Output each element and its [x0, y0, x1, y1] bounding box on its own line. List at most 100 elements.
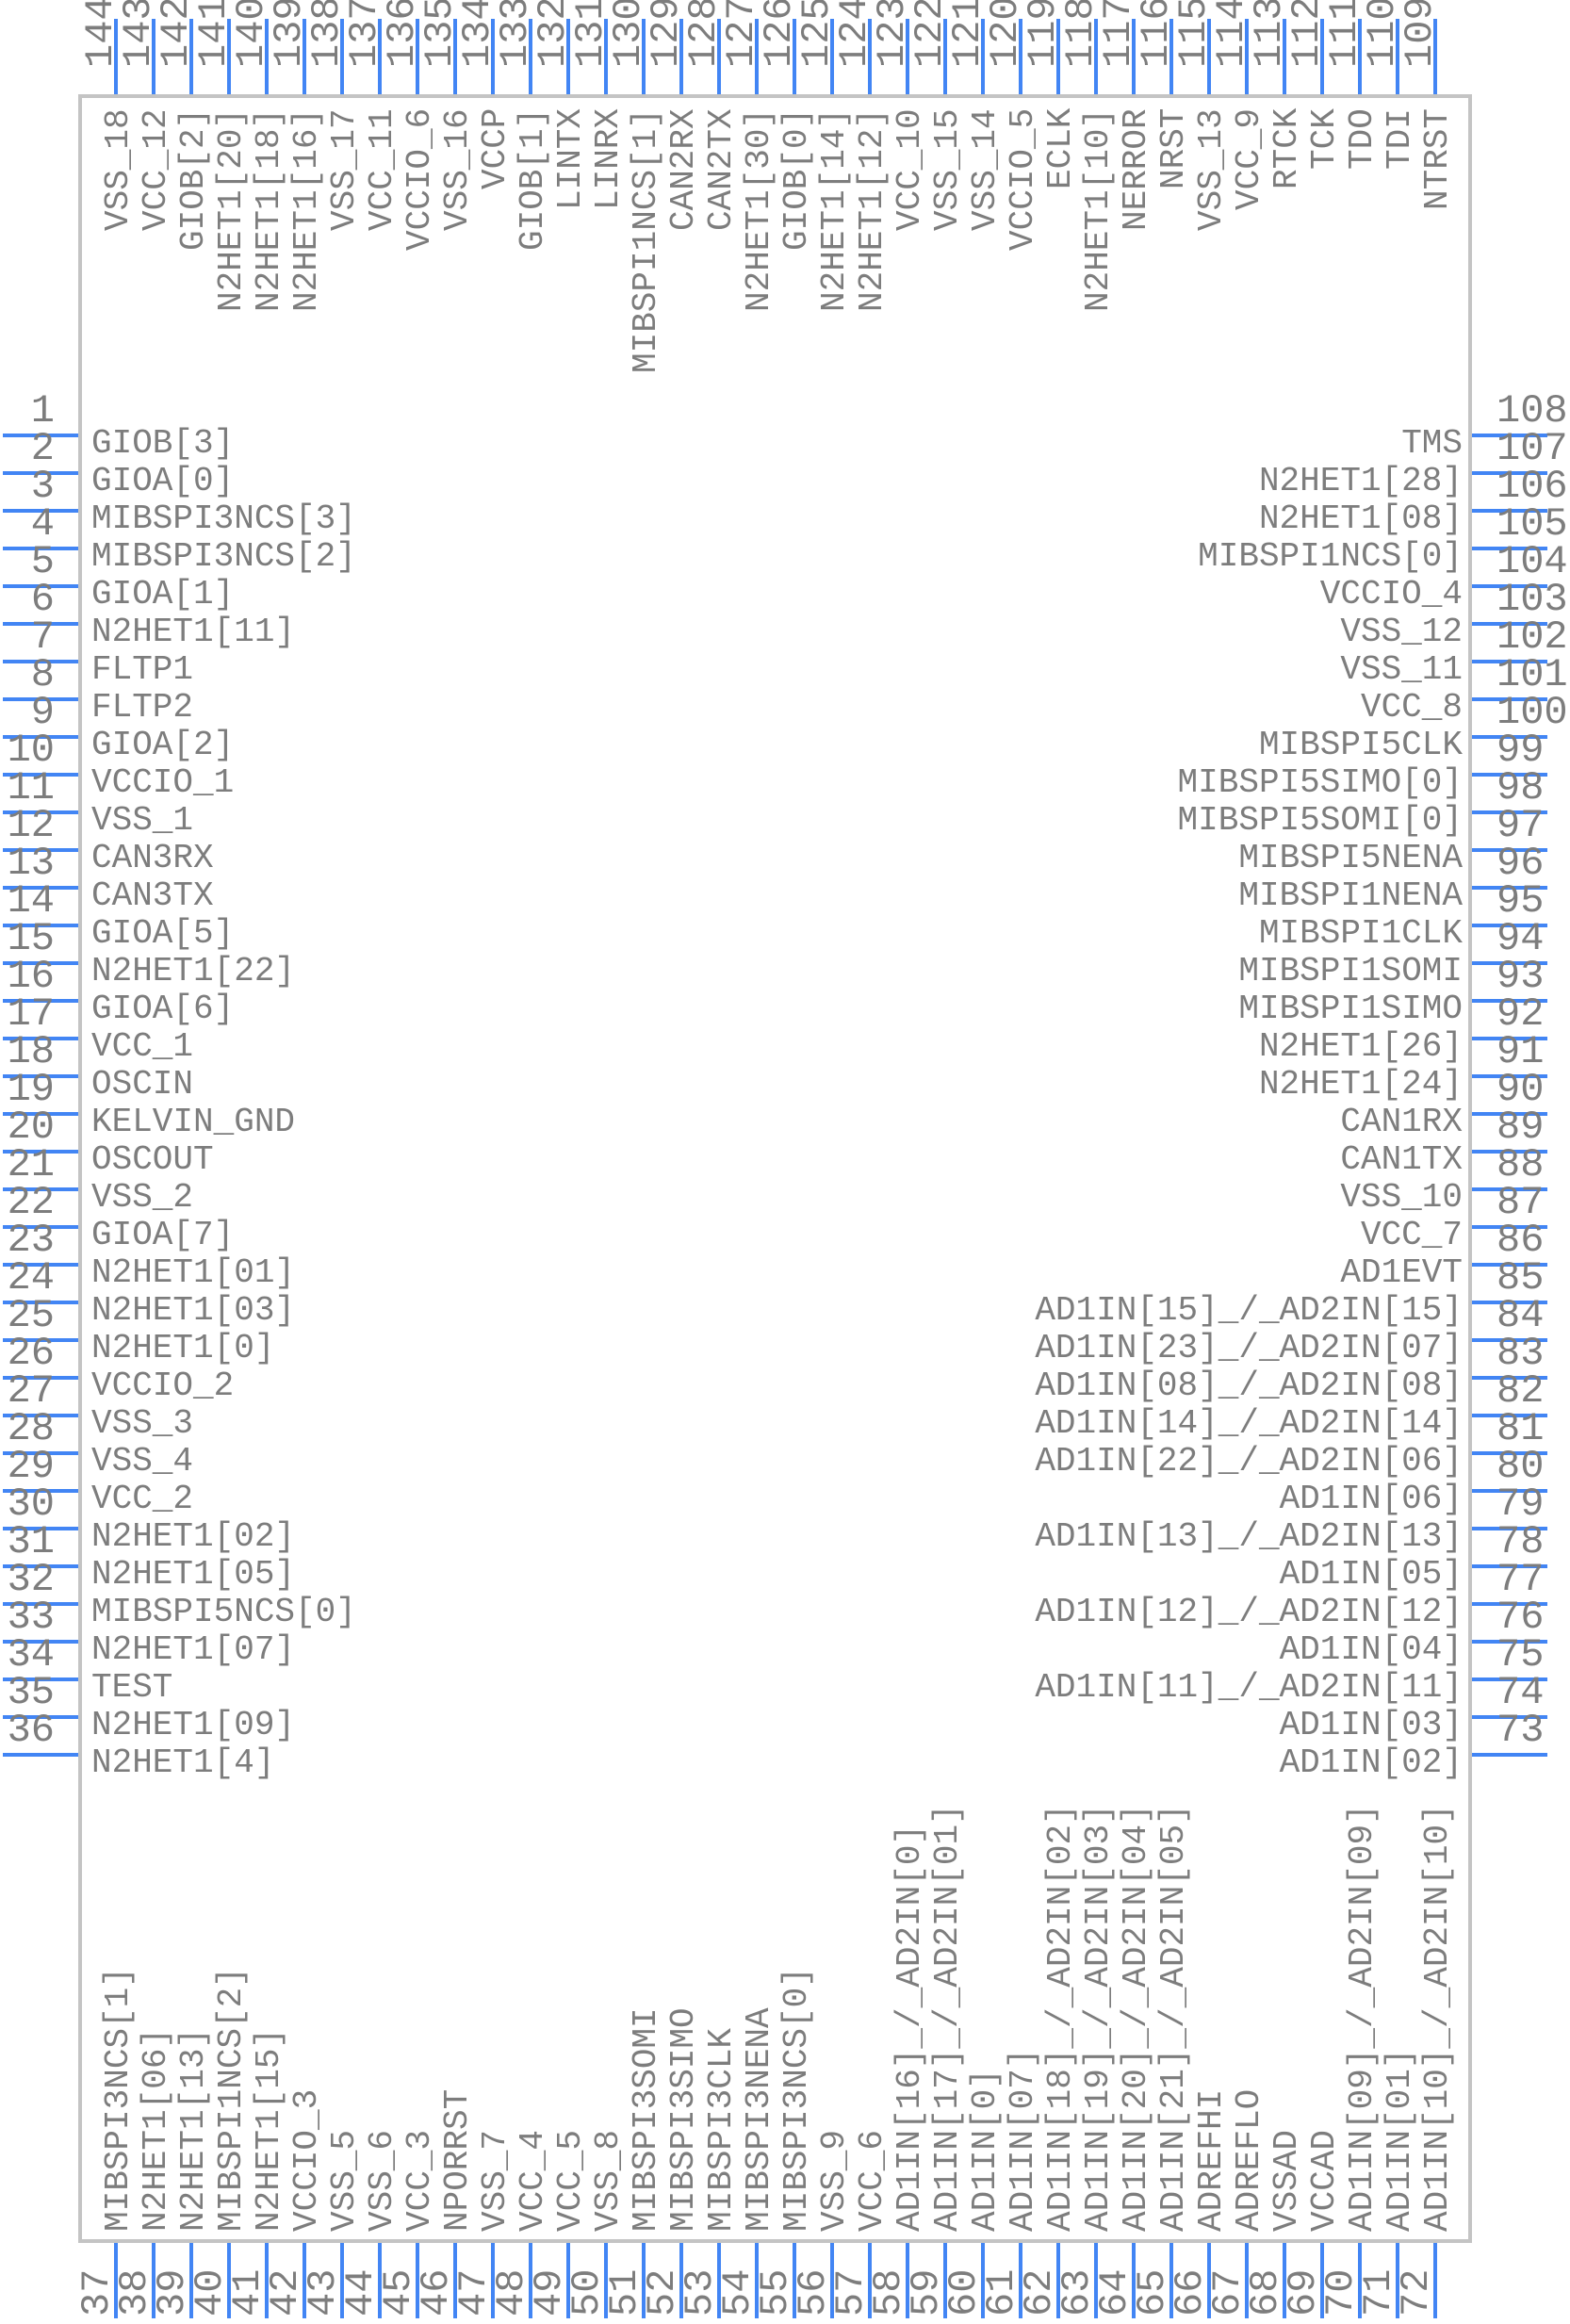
pin-19-line — [3, 1112, 78, 1116]
pin-107-label: N2HET1[28] — [1258, 462, 1463, 500]
pin-1-number: 1 — [30, 388, 55, 434]
pin-78-label: AD1IN[05] — [1279, 1555, 1463, 1594]
pin-4-label: MIBSPI3NCS[2] — [91, 537, 356, 576]
pin-44-number: 44 — [338, 2268, 384, 2316]
pin-86-line — [1472, 1263, 1547, 1267]
pin-61-label: AD1IN[07] — [1004, 2048, 1042, 2232]
pin-66-number: 66 — [1168, 2268, 1213, 2316]
pin-39-line — [189, 2243, 193, 2318]
pin-61-number: 61 — [979, 2268, 1024, 2316]
pin-59-line — [943, 2243, 947, 2318]
pin-84-number: 84 — [1496, 1293, 1545, 1338]
pin-100-label: MIBSPI5CLK — [1258, 726, 1463, 764]
pin-79-label: AD1IN[13]_/_AD2IN[13] — [1035, 1517, 1463, 1556]
pin-31-number: 31 — [7, 1519, 55, 1564]
pin-127-label: N2HET1[30] — [740, 107, 778, 312]
pin-119-number: 119 — [1021, 0, 1066, 68]
pin-9-number: 9 — [30, 690, 55, 735]
pin-142-line — [189, 19, 193, 94]
pin-115-number: 115 — [1171, 0, 1217, 68]
pin-3-label: MIBSPI3NCS[3] — [91, 499, 356, 538]
pin-9-line — [3, 735, 78, 739]
pin-130-line — [642, 19, 646, 94]
pin-85-line — [1472, 1301, 1547, 1304]
pin-21-line — [3, 1187, 78, 1191]
pin-139-number: 139 — [267, 0, 312, 68]
pin-64-line — [1132, 2243, 1136, 2318]
pin-56-label: VSS_9 — [815, 2129, 854, 2232]
pin-60-number: 60 — [941, 2268, 987, 2316]
pin-59-number: 59 — [904, 2268, 949, 2316]
pin-7-line — [3, 660, 78, 663]
pin-110-line — [1396, 19, 1399, 94]
pin-20-line — [3, 1150, 78, 1154]
pin-58-number: 58 — [866, 2268, 911, 2316]
pin-135-line — [453, 19, 457, 94]
pin-52-line — [679, 2243, 683, 2318]
pin-129-line — [679, 19, 683, 94]
pin-40-number: 40 — [188, 2268, 233, 2316]
pin-113-line — [1283, 19, 1286, 94]
pin-30-line — [3, 1527, 78, 1530]
pin-47-label: VSS_7 — [476, 2129, 515, 2232]
pin-87-number: 87 — [1496, 1180, 1545, 1225]
pin-12-label: CAN3RX — [91, 839, 214, 877]
pin-11-label: VSS_1 — [91, 801, 194, 840]
pin-50-label: VSS_8 — [589, 2129, 628, 2232]
pin-117-label: NERROR — [1117, 108, 1155, 231]
pin-78-number: 78 — [1496, 1519, 1545, 1564]
pin-63-label: AD1IN[19]_/_AD2IN[03] — [1079, 1804, 1118, 2232]
pin-1-line — [3, 434, 78, 437]
pin-120-number: 120 — [983, 0, 1028, 68]
pin-92-line — [1472, 1037, 1547, 1040]
pin-121-line — [981, 19, 985, 94]
pin-73-number: 73 — [1496, 1708, 1545, 1753]
pin-41-number: 41 — [225, 2268, 270, 2316]
pin-98-line — [1472, 810, 1547, 814]
pin-19-label: KELVIN_GND — [91, 1103, 296, 1141]
pin-33-number: 33 — [7, 1595, 55, 1640]
pin-74-number: 74 — [1496, 1670, 1545, 1715]
pin-65-line — [1169, 2243, 1173, 2318]
pin-77-line — [1472, 1602, 1547, 1606]
pin-131-line — [604, 19, 608, 94]
pin-65-number: 65 — [1130, 2268, 1175, 2316]
pin-47-number: 47 — [451, 2268, 497, 2316]
pin-24-number: 24 — [7, 1255, 55, 1301]
pin-105-line — [1472, 547, 1547, 550]
pin-139-line — [303, 19, 306, 94]
pin-141-number: 141 — [191, 0, 237, 68]
pin-98-number: 98 — [1496, 765, 1545, 810]
pin-135-number: 135 — [417, 0, 463, 68]
pin-41-label: N2HET1[15] — [250, 2027, 288, 2232]
pin-3-line — [3, 509, 78, 513]
pin-119-line — [1056, 19, 1060, 94]
pin-84-label: AD1IN[23]_/_AD2IN[07] — [1035, 1329, 1463, 1367]
pin-102-number: 102 — [1496, 614, 1568, 660]
pin-16-label: GIOA[6] — [91, 990, 235, 1028]
pin-42-line — [303, 2243, 306, 2318]
pin-89-label: CAN1TX — [1340, 1140, 1463, 1179]
pin-75-number: 75 — [1496, 1632, 1545, 1678]
pin-122-line — [943, 19, 947, 94]
pin-2-line — [3, 471, 78, 475]
pin-68-number: 68 — [1243, 2268, 1288, 2316]
pin-143-line — [152, 19, 155, 94]
pin-61-line — [1019, 2243, 1022, 2318]
pin-140-number: 140 — [229, 0, 274, 68]
pin-95-number: 95 — [1496, 878, 1545, 924]
pin-27-label: VSS_3 — [91, 1404, 194, 1443]
pin-91-line — [1472, 1074, 1547, 1078]
pin-82-number: 82 — [1496, 1368, 1545, 1414]
pin-34-number: 34 — [7, 1632, 55, 1678]
pin-67-number: 67 — [1205, 2268, 1251, 2316]
pin-21-number: 21 — [7, 1142, 55, 1187]
pin-100-line — [1472, 735, 1547, 739]
pin-124-number: 124 — [832, 0, 877, 68]
pin-12-line — [3, 848, 78, 852]
pin-99-line — [1472, 773, 1547, 777]
pin-46-number: 46 — [414, 2268, 459, 2316]
pin-104-label: VCCIO_4 — [1319, 575, 1463, 614]
pin-118-line — [1094, 19, 1098, 94]
pin-14-line — [3, 924, 78, 927]
